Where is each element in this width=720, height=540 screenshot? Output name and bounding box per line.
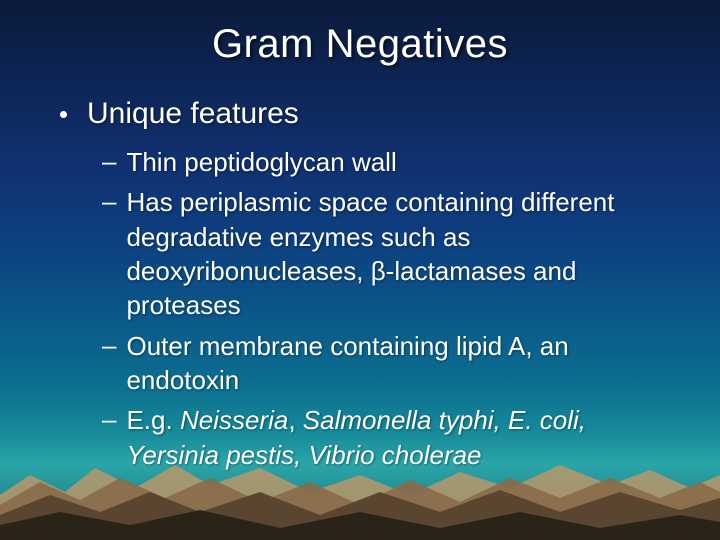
mountain-base xyxy=(0,510,720,540)
bullet-sub-text: Thin peptidoglycan wall xyxy=(126,145,396,179)
slide-container: Gram Negatives Unique features – Thin pe… xyxy=(0,0,720,540)
dash-icon: – xyxy=(102,403,116,437)
eg-prefix: E.g. xyxy=(126,405,179,435)
bullet-sub: – Thin peptidoglycan wall xyxy=(102,145,680,179)
bullet-sub-text: Outer membrane containing lipid A, an en… xyxy=(126,329,650,398)
bullet-sub: – Has periplasmic space containing diffe… xyxy=(102,185,680,322)
slide-content: Unique features – Thin peptidoglycan wal… xyxy=(0,67,720,472)
slide-title: Gram Negatives xyxy=(0,0,720,67)
bullet-sub-text: Has periplasmic space containing differe… xyxy=(126,185,650,322)
dash-icon: – xyxy=(102,145,116,179)
comma-sep: , xyxy=(288,405,302,435)
bullet-main: Unique features xyxy=(60,97,680,131)
mountain-front xyxy=(0,490,720,540)
bullet-sub-text: E.g. Neisseria, Salmonella typhi, E. col… xyxy=(126,403,650,472)
dash-icon: – xyxy=(102,329,116,363)
mountain-mid xyxy=(0,478,720,540)
bullet-dot-icon xyxy=(60,111,67,118)
dash-icon: – xyxy=(102,185,116,219)
mountain-back xyxy=(0,465,720,540)
italic-genus: Neisseria xyxy=(180,405,288,435)
bullet-sub: – Outer membrane containing lipid A, an … xyxy=(102,329,680,398)
bullet-sub: – E.g. Neisseria, Salmonella typhi, E. c… xyxy=(102,403,680,472)
bullet-main-text: Unique features xyxy=(87,97,299,131)
